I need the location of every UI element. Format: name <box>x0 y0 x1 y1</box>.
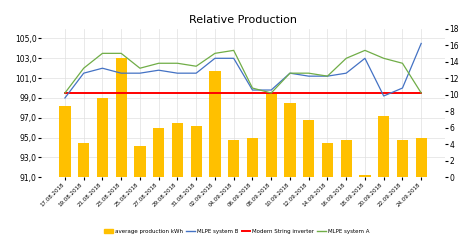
Bar <box>134 146 146 177</box>
Bar <box>359 175 371 177</box>
Bar <box>265 93 277 177</box>
Bar <box>210 71 220 177</box>
Bar <box>284 103 296 177</box>
Bar <box>303 120 314 177</box>
Bar <box>116 58 127 177</box>
Bar <box>397 140 408 177</box>
Bar <box>228 140 239 177</box>
Legend: average production kWh, MLPE system B, Modern String inverter, MLPE system A: average production kWh, MLPE system B, M… <box>102 227 372 236</box>
Bar <box>322 143 333 177</box>
Bar <box>172 123 183 177</box>
Bar <box>341 140 352 177</box>
Bar <box>416 138 427 177</box>
Bar <box>247 138 258 177</box>
Bar <box>78 143 89 177</box>
Bar <box>59 106 71 177</box>
Bar <box>378 116 389 177</box>
Title: Relative Production: Relative Production <box>189 15 297 25</box>
Bar <box>97 98 108 177</box>
Bar <box>153 128 164 177</box>
Bar <box>191 126 202 177</box>
